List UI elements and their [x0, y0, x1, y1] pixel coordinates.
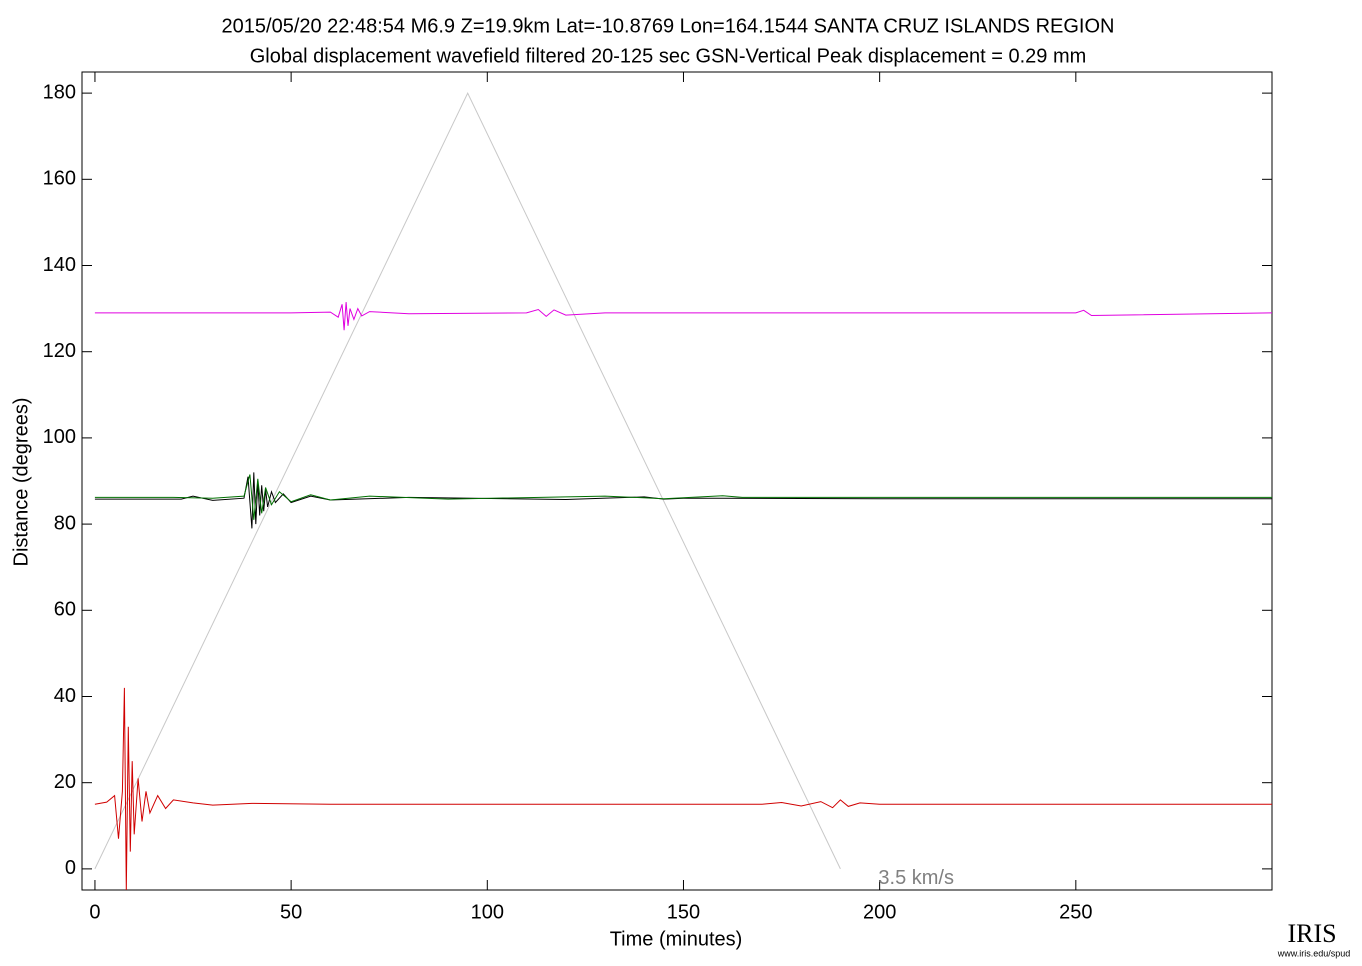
trace: [94, 687, 1272, 890]
x-tick-label: 100: [471, 901, 504, 923]
x-tick-label: 200: [863, 901, 896, 923]
chart-subtitle: Global displacement wavefield filtered 2…: [250, 45, 1087, 67]
y-tick-label: 100: [43, 426, 76, 448]
x-tick-label: 50: [280, 901, 302, 923]
y-tick-label: 60: [54, 599, 76, 621]
y-tick-label: 20: [54, 771, 76, 793]
trace: [94, 91, 841, 870]
y-tick-label: 180: [43, 81, 76, 103]
logo: IRIS: [1287, 919, 1336, 948]
x-tick-label: 150: [667, 901, 700, 923]
x-axis-label: Time (minutes): [610, 928, 743, 950]
y-tick-label: 120: [43, 340, 76, 362]
axes-box: [81, 71, 1273, 891]
trace: [94, 302, 1272, 331]
trace: [94, 474, 1272, 520]
chart-title: 2015/05/20 22:48:54 M6.9 Z=19.9km Lat=-1…: [222, 15, 1115, 37]
x-tick-label: 0: [89, 901, 100, 923]
x-tick-label: 250: [1059, 901, 1092, 923]
y-tick-label: 0: [65, 857, 76, 879]
y-tick-label: 160: [43, 168, 76, 190]
y-axis-label: Distance (degrees): [10, 398, 32, 567]
logo-url: www.iris.edu/spud: [1277, 948, 1351, 958]
y-tick-label: 40: [54, 685, 76, 707]
y-tick-label: 80: [54, 512, 76, 534]
line-label: 3.5 km/s: [878, 867, 954, 889]
y-tick-label: 140: [43, 254, 76, 276]
